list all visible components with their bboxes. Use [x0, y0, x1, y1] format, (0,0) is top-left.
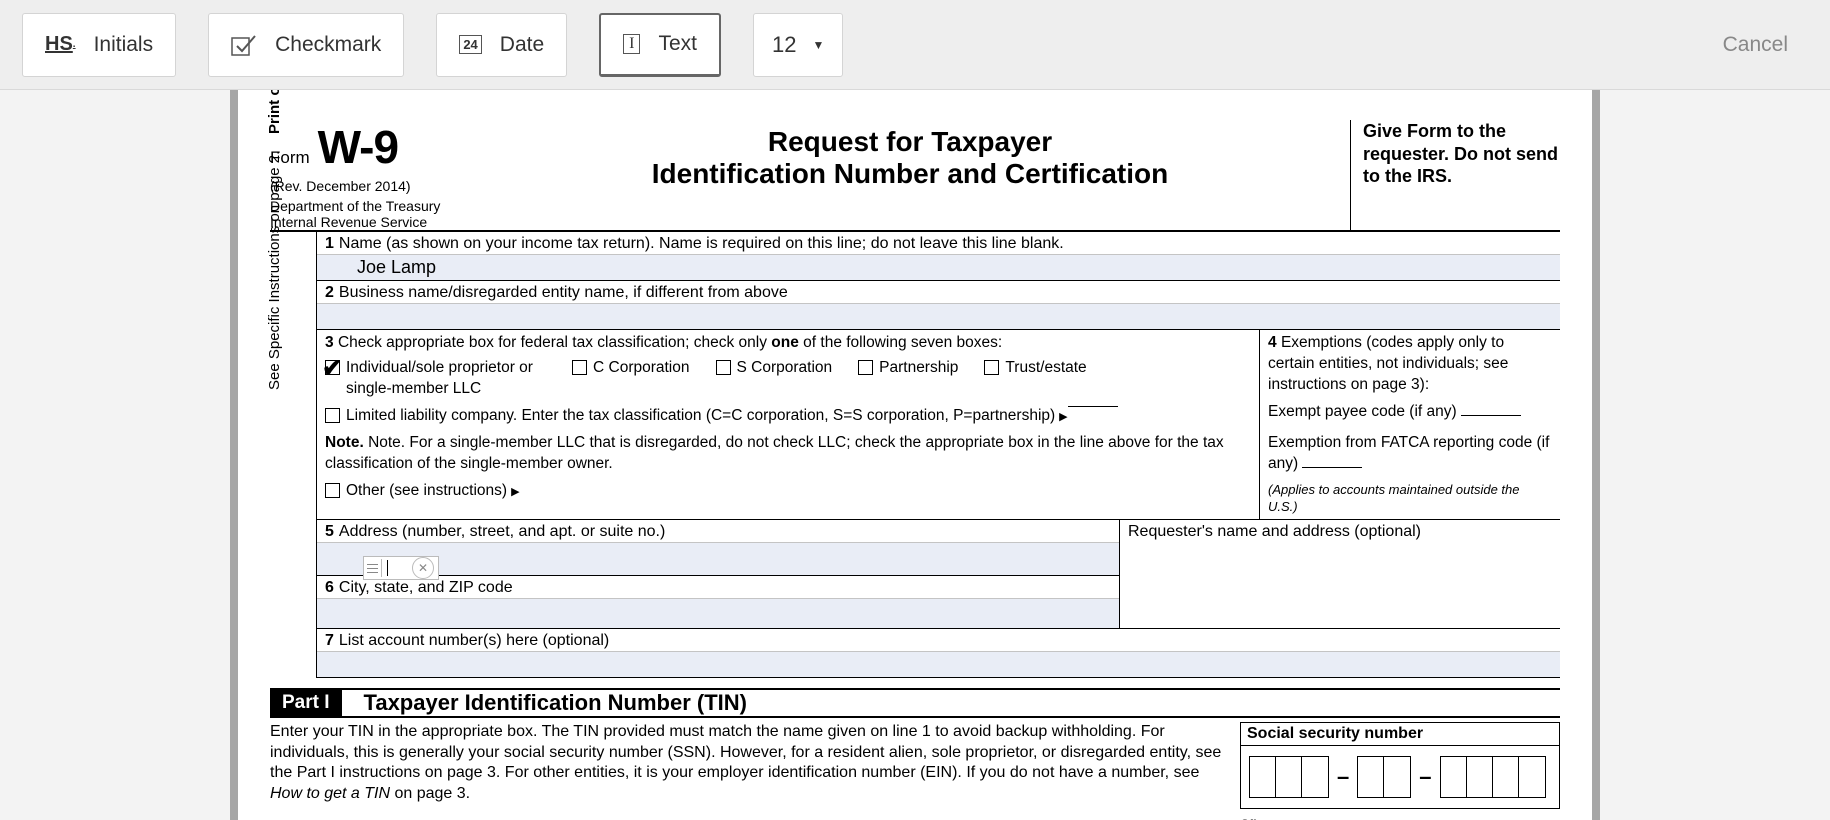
llc-note: Note. For a single-member LLC that is di… [325, 434, 1224, 472]
requester-box[interactable]: Requester's name and address (optional) [1120, 520, 1560, 628]
initials-label: Initials [94, 33, 154, 57]
or-label: or [1240, 815, 1560, 820]
ssn-label: Social security number [1241, 723, 1559, 746]
delete-icon[interactable]: ✕ [412, 557, 434, 579]
part-1-title: Taxpayer Identification Number (TIN) [364, 690, 747, 716]
address-field[interactable]: ✕ [317, 542, 1119, 576]
line-2: 2Business name/disregarded entity name, … [316, 281, 1560, 330]
text-label: Text [658, 32, 697, 56]
chk-other[interactable]: Other (see instructions) [325, 481, 520, 502]
form-header: FormW-9 (Rev. December 2014) Department … [270, 120, 1560, 232]
line-7: 7List account number(s) here (optional) [316, 629, 1560, 678]
chk-llc[interactable]: Limited liability company. Enter the tax… [325, 406, 1118, 427]
chk-c-corp[interactable]: C Corporation [572, 358, 690, 379]
business-name-field[interactable] [317, 303, 1560, 329]
city-field[interactable] [317, 598, 1119, 628]
department: Department of the Treasury Internal Reve… [270, 198, 460, 230]
document-viewport: See Specific Instructions on page 2. Pri… [0, 90, 1830, 820]
font-size-dropdown[interactable]: 12 ▼ [753, 13, 843, 77]
chk-s-corp[interactable]: S Corporation [716, 358, 833, 379]
ssn-cells[interactable]: – – [1241, 746, 1559, 808]
date-label: Date [500, 33, 544, 57]
text-button[interactable]: I Text [599, 13, 721, 77]
part-1-header: Part I Taxpayer Identification Number (T… [270, 688, 1560, 718]
cancel-button[interactable]: Cancel [1723, 33, 1808, 57]
text-icon: I [623, 34, 640, 54]
give-form-note: Give Form to the requester. Do not send … [1363, 120, 1560, 188]
part-1-body: Enter your TIN in the appropriate box. T… [270, 722, 1560, 820]
checkmark-icon [231, 34, 257, 56]
line-1: 1Name (as shown on your income tax retur… [316, 232, 1560, 281]
revision: (Rev. December 2014) [270, 178, 460, 194]
drag-handle-icon[interactable] [364, 559, 382, 577]
checkmark-button[interactable]: Checkmark [208, 13, 404, 77]
text-edit-widget[interactable]: ✕ [363, 556, 439, 580]
form-number: W-9 [318, 120, 398, 174]
chk-individual[interactable]: Individual/sole proprietor or single-mem… [325, 358, 546, 400]
side-instructions: See Specific Instructions on page 2. Pri… [266, 90, 283, 390]
date-button[interactable]: 24 Date [436, 13, 567, 77]
calendar-icon: 24 [459, 35, 481, 54]
account-numbers-field[interactable] [317, 651, 1560, 677]
checkmark-label: Checkmark [275, 33, 381, 57]
chevron-down-icon: ▼ [812, 38, 824, 52]
fatca-note: (Applies to accounts maintained outside … [1268, 481, 1552, 516]
part-1-label: Part I [270, 690, 342, 716]
text-cursor[interactable] [382, 558, 408, 578]
line-3-4: 3 Check appropriate box for federal tax … [316, 330, 1560, 520]
initials-icon: HS. [45, 33, 76, 56]
initials-button[interactable]: HS. Initials [22, 13, 176, 77]
page: See Specific Instructions on page 2. Pri… [230, 90, 1600, 820]
ssn-box: Social security number – – [1240, 722, 1560, 809]
chk-partnership[interactable]: Partnership [858, 358, 958, 379]
name-field[interactable]: Joe Lamp [317, 254, 1560, 280]
main-title-1: Request for Taxpayer [470, 126, 1350, 158]
line-5-6: 5Address (number, street, and apt. or su… [316, 520, 1560, 629]
editor-toolbar: HS. Initials Checkmark 24 Date I Text 12… [0, 0, 1830, 90]
chk-trust[interactable]: Trust/estate [984, 358, 1086, 379]
main-title-2: Identification Number and Certification [470, 158, 1350, 190]
font-size-value: 12 [772, 32, 796, 58]
